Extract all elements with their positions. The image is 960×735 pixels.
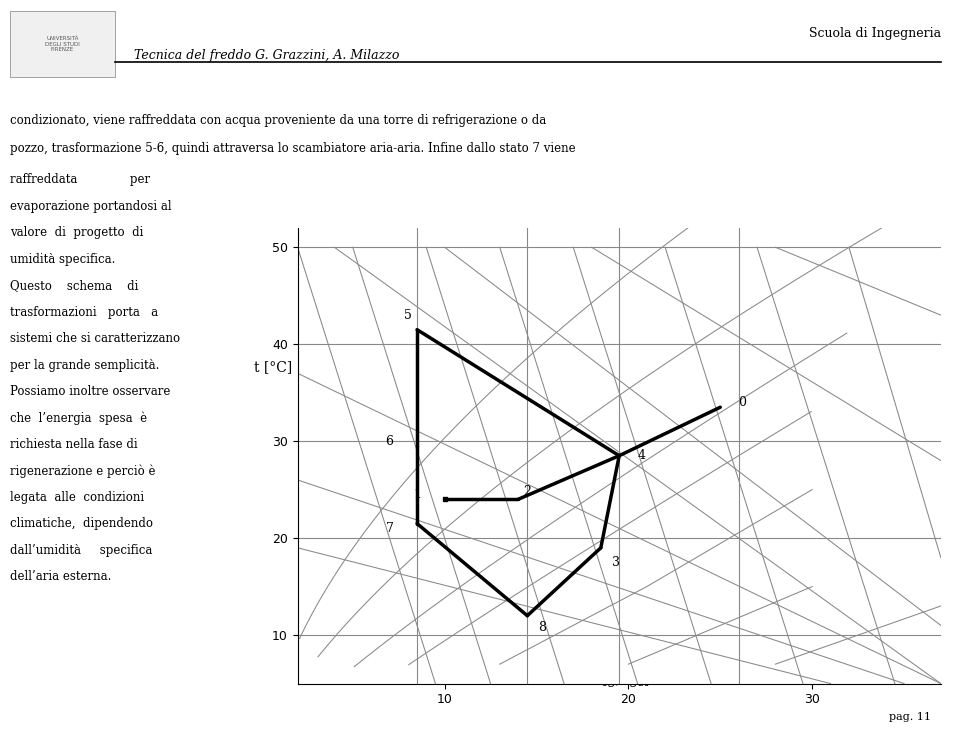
Text: Questo    schema    di: Questo schema di bbox=[10, 279, 138, 293]
Text: valore  di  progetto  di: valore di progetto di bbox=[10, 226, 143, 240]
Text: 3: 3 bbox=[612, 556, 619, 569]
Text: t [°C]: t [°C] bbox=[254, 360, 293, 375]
Text: trasformazioni   porta   a: trasformazioni porta a bbox=[10, 306, 157, 319]
Text: 2: 2 bbox=[523, 485, 531, 498]
Text: 7: 7 bbox=[386, 522, 394, 535]
Text: sistemi che si caratterizzano: sistemi che si caratterizzano bbox=[10, 332, 180, 345]
Text: 4: 4 bbox=[637, 449, 645, 462]
Text: legata  alle  condizioni: legata alle condizioni bbox=[10, 491, 144, 504]
Text: rigenerazione e perciò è: rigenerazione e perciò è bbox=[10, 465, 156, 478]
Text: UNIVERSITÀ
DEGLI STUDI
FIRENZE: UNIVERSITÀ DEGLI STUDI FIRENZE bbox=[45, 36, 80, 52]
Text: 0: 0 bbox=[738, 396, 746, 409]
Text: raffreddata              per: raffreddata per bbox=[10, 173, 150, 187]
Text: richiesta nella fase di: richiesta nella fase di bbox=[10, 438, 137, 451]
Text: per la grande semplicità.: per la grande semplicità. bbox=[10, 359, 159, 372]
Text: Scuola di Ingegneria: Scuola di Ingegneria bbox=[808, 26, 941, 40]
Text: Possiamo inoltre osservare: Possiamo inoltre osservare bbox=[10, 385, 170, 398]
Text: umidità specifica.: umidità specifica. bbox=[10, 253, 115, 266]
Text: dall’umidità     specifica: dall’umidità specifica bbox=[10, 544, 152, 557]
Text: 5: 5 bbox=[404, 309, 412, 322]
Text: pag. 11: pag. 11 bbox=[889, 711, 931, 722]
Text: Tecnica del freddo G. Grazzini, A. Milazzo: Tecnica del freddo G. Grazzini, A. Milaz… bbox=[134, 49, 399, 62]
Text: 6: 6 bbox=[386, 434, 394, 448]
Text: evaporazione portandosi al: evaporazione portandosi al bbox=[10, 200, 171, 213]
Text: dell’aria esterna.: dell’aria esterna. bbox=[10, 570, 111, 584]
Text: condizionato, viene raffreddata con acqua proveniente da una torre di refrigeraz: condizionato, viene raffreddata con acqu… bbox=[10, 114, 546, 127]
Text: climatiche,  dipendendo: climatiche, dipendendo bbox=[10, 517, 153, 531]
Text: 1: 1 bbox=[413, 488, 421, 501]
Text: x [g/kg$_a$]: x [g/kg$_a$] bbox=[588, 671, 650, 689]
Bar bbox=[10, 11, 115, 77]
Text: che  l’energia  spesa  è: che l’energia spesa è bbox=[10, 412, 147, 425]
Text: 8: 8 bbox=[538, 621, 546, 634]
Text: pozzo, trasformazione 5-6, quindi attraversa lo scambiatore aria-aria. Infine da: pozzo, trasformazione 5-6, quindi attrav… bbox=[10, 142, 575, 155]
